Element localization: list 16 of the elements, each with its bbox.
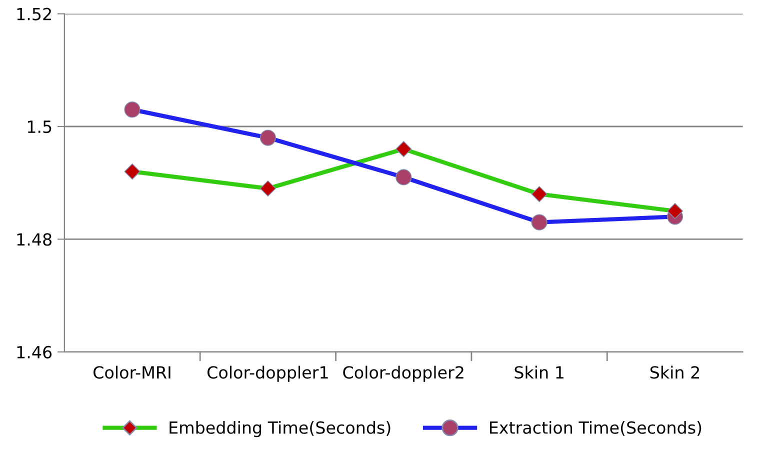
legend-label: Extraction Time(Seconds): [490, 420, 702, 436]
x-tick-label: Color-doppler2: [343, 366, 464, 382]
x-tick-label: Skin 1: [514, 366, 564, 379]
point: [124, 164, 140, 180]
x-tick-label: Skin 2: [650, 366, 699, 379]
y-tick-label: 1.5: [28, 120, 52, 134]
y-tick-label: 1.46: [17, 346, 52, 358]
point: [260, 180, 276, 197]
y-tick-label: 1.52: [17, 8, 51, 20]
x-tick-label: Color-MRI: [94, 366, 170, 379]
y-tick-label: 1.48: [17, 233, 52, 246]
point: [396, 141, 412, 158]
point: [666, 203, 684, 220]
x-tick-label: Color-doppler1: [208, 366, 328, 382]
legend-label: Embedding Time(Seconds): [170, 420, 390, 438]
point: [531, 186, 548, 202]
